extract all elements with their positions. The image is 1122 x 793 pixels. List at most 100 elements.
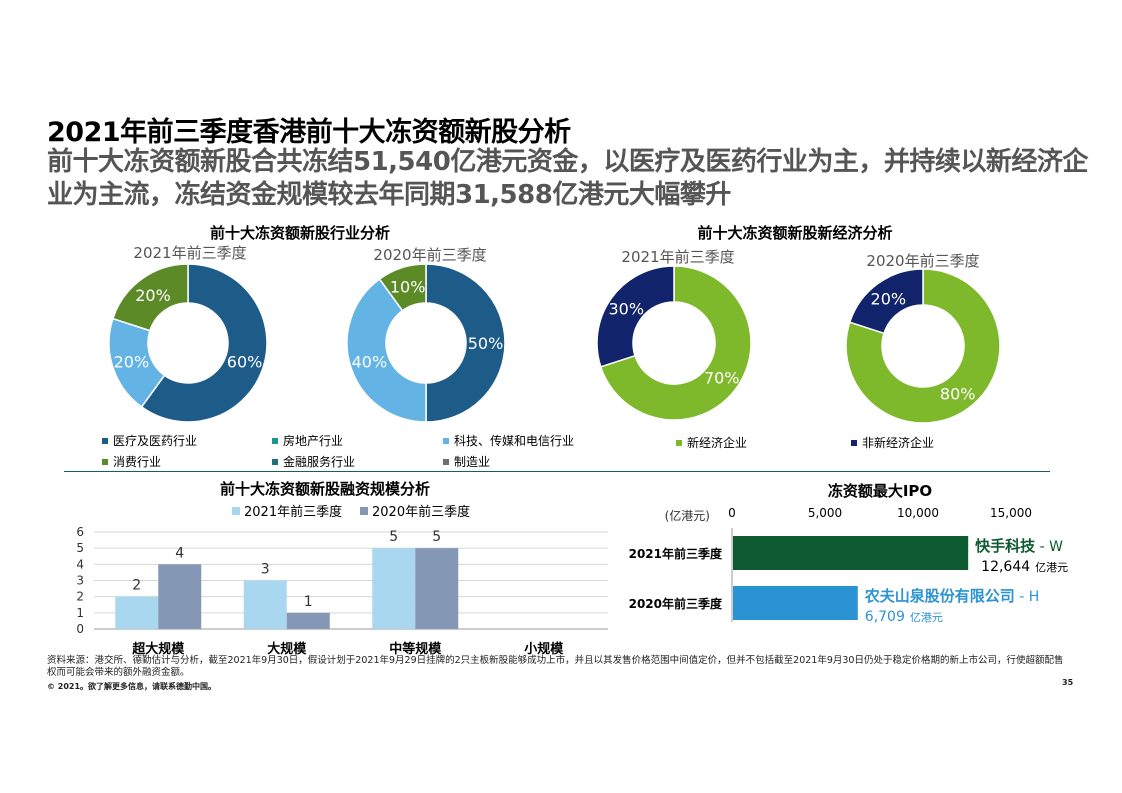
bar xyxy=(243,580,287,629)
donut-slice xyxy=(378,263,427,312)
donut-chart-economy-2021: 70% 30% xyxy=(596,265,752,421)
ipo-company-label: 农夫山泉股份有限公司 - H xyxy=(864,587,1039,605)
category-label: 超大规模 xyxy=(132,641,185,657)
bar xyxy=(286,612,330,629)
donut-label-economy-2020: 2020年前三季度 xyxy=(866,252,980,270)
legend-label: 非新经济企业 xyxy=(862,436,935,450)
bar-value-label: 5 xyxy=(432,529,441,545)
ipo-company-label: 快手科技 - W xyxy=(975,537,1063,555)
donut-slice-label: 20% xyxy=(871,289,907,308)
donut-label-industry-2020: 2020年前三季度 xyxy=(373,246,487,264)
industry-section-title: 前十大冻资额新股行业分析 xyxy=(209,224,390,242)
x-tick-label: 10,000 xyxy=(897,506,939,520)
donut-slice xyxy=(596,265,675,368)
donut-slice xyxy=(346,278,427,423)
legend-swatch xyxy=(102,437,108,444)
donut-slice-label: 20% xyxy=(114,352,150,371)
bar-legend-label: 2021年前三季度 xyxy=(244,504,342,520)
legend-item-finance: 金融服务行业 xyxy=(272,453,355,470)
bar-value-label: 5 xyxy=(389,529,398,545)
donut-slice-label: 80% xyxy=(940,385,976,404)
donut-slice xyxy=(111,263,189,332)
y-tick-label: 4 xyxy=(76,557,84,571)
y-tick-label: 6 xyxy=(76,525,84,539)
ipo-bar xyxy=(733,586,858,620)
page-number: 35 xyxy=(1062,678,1074,687)
legend-item-non-new-economy: 非新经济企业 xyxy=(851,434,934,451)
legend-item-new-economy: 新经济企业 xyxy=(676,434,747,451)
y-tick-label: 2 xyxy=(76,590,84,604)
bar xyxy=(415,548,459,629)
bar xyxy=(372,548,416,629)
bar-legend-swatch xyxy=(232,507,240,515)
economy-section-title: 前十大冻资额新股新经济分析 xyxy=(697,224,893,242)
legend-swatch xyxy=(272,458,278,465)
bar xyxy=(158,564,202,629)
scale-bar-chart: 2021年前三季度 2020年前三季度 0 1 2 3 4 5 6 2 4 超大规模 3 1 大规模 5 5 中等… xyxy=(76,504,608,657)
donut-label-industry-2021: 2021年前三季度 xyxy=(133,244,247,262)
ipo-bar xyxy=(733,536,969,570)
donut-slice xyxy=(140,263,268,423)
donut-slice-label: 40% xyxy=(352,352,388,371)
legend-item-property: 房地产行业 xyxy=(272,432,343,449)
donut-label-economy-2021: 2021年前三季度 xyxy=(621,248,735,266)
bar-value-label: 2 xyxy=(132,578,141,594)
donut-slice-label: 50% xyxy=(468,334,504,353)
donut-slice-label: 70% xyxy=(704,369,740,388)
donut-slice-label: 10% xyxy=(390,277,426,296)
legend-item-manufacturing: 制造业 xyxy=(443,453,490,470)
legend-swatch xyxy=(443,458,449,465)
donut-slice xyxy=(845,268,1001,424)
x-tick-label: 0 xyxy=(728,506,736,520)
legend-item-consumer: 消费行业 xyxy=(102,453,161,470)
ipo-bar-chart: (亿港元) 0 5,000 10,000 15,000 2021年前三季度 快手科技 - W… xyxy=(629,506,1069,625)
copyright: © 2021。欲了解更多信息，请联系德勤中国。 xyxy=(47,682,217,691)
legend-swatch xyxy=(851,439,857,446)
category-label: 小规模 xyxy=(524,641,564,657)
donut-slice-label: 30% xyxy=(608,299,644,318)
legend-label: 新经济企业 xyxy=(687,436,748,450)
category-label: 大规模 xyxy=(267,641,307,657)
donut-slice-label: 60% xyxy=(227,352,263,371)
legend-item-tech: 科技、传媒和电信行业 xyxy=(443,432,574,449)
ipo-category-label: 2021年前三季度 xyxy=(629,546,723,561)
x-tick-label: 15,000 xyxy=(990,506,1032,520)
legend-swatch xyxy=(272,437,278,444)
legend-item-healthcare: 医疗及医药行业 xyxy=(102,432,197,449)
legend-label: 金融服务行业 xyxy=(283,455,356,469)
page-title: 2021年前三季度香港前十大冻资额新股分析 xyxy=(47,117,571,148)
legend-swatch xyxy=(102,458,108,465)
y-tick-label: 3 xyxy=(76,574,84,588)
ipo-value-label: 6,709 亿港元 xyxy=(865,609,943,625)
donut-slice xyxy=(848,268,924,335)
bar-legend-swatch xyxy=(360,507,368,515)
y-tick-label: 0 xyxy=(76,622,84,636)
section-divider xyxy=(64,471,1050,472)
x-tick-label: 5,000 xyxy=(808,506,842,520)
legend-swatch xyxy=(443,437,449,444)
donut-slice xyxy=(425,263,506,423)
donut-slice-label: 20% xyxy=(135,286,171,305)
legend-label: 房地产行业 xyxy=(283,434,344,448)
y-tick-label: 5 xyxy=(76,541,84,555)
page-subtitle: 前十大冻资额新股合共冻结51,540亿港元资金，以医疗及医药行业为主，并持续以新… xyxy=(47,147,1088,210)
bar-value-label: 3 xyxy=(261,562,270,578)
ipo-chart-title: 冻资额最大IPO xyxy=(827,482,933,500)
source-note: 资料来源：港交所、德勤估计与分析，截至2021年9月30日，假设计划于2021年… xyxy=(47,655,1064,678)
ipo-category-label: 2020年前三季度 xyxy=(629,596,723,611)
legend-label: 科技、传媒和电信行业 xyxy=(454,434,575,448)
donut-slice xyxy=(599,265,752,421)
ipo-unit-label: (亿港元) xyxy=(665,508,710,523)
legend-label: 医疗及医药行业 xyxy=(113,434,198,448)
bar xyxy=(115,596,159,629)
donut-chart-industry-2021: 60% 20% 20% xyxy=(108,263,268,423)
bar-value-label: 4 xyxy=(175,545,184,561)
bar-legend-label: 2020年前三季度 xyxy=(372,504,470,520)
category-label: 中等规模 xyxy=(389,641,442,657)
y-tick-label: 1 xyxy=(76,606,84,620)
legend-label: 制造业 xyxy=(454,455,491,469)
ipo-value-label: 12,644 亿港元 xyxy=(981,559,1068,575)
bar-value-label: 1 xyxy=(304,594,313,610)
legend-label: 消费行业 xyxy=(113,455,162,469)
scale-chart-title: 前十大冻资额新股融资规模分析 xyxy=(219,480,430,498)
